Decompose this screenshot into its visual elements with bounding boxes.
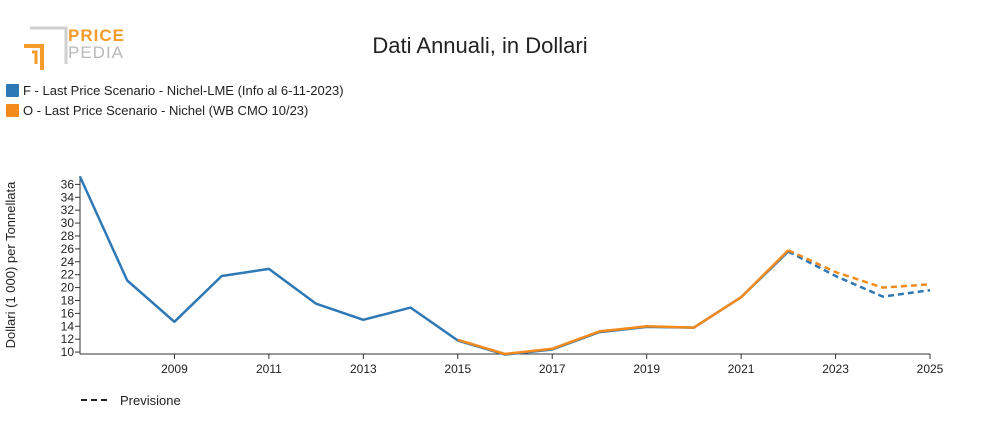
legend-swatch-o [6,103,19,117]
x-tick-label: 2013 [350,362,377,376]
x-tick-label: 2011 [256,362,282,376]
x-tick-label: 2017 [539,362,566,376]
y-tick-label: 26 [61,242,75,256]
y-tick-label: 22 [61,268,75,282]
x-axis: 2009 2011 2013 2015 2017 2019 2021 2023 2025 [80,353,944,376]
logo-text-pedia: PEDIA [68,43,125,62]
x-tick-label: 2009 [161,362,188,376]
x-tick-label: 2023 [822,362,849,376]
x-tick-label: 2021 [728,362,755,376]
series-line-1 [457,249,790,356]
y-tick-label: 32 [61,203,75,217]
x-tick-label: 2015 [444,362,471,376]
legend-label-f: F - Last Price Scenario - Nichel-LME (In… [23,82,344,98]
legend-item-f[interactable]: F - Last Price Scenario - Nichel-LME (In… [6,80,344,100]
y-tick-label: 14 [61,319,75,333]
series-layer [78,176,931,356]
x-tick-label: 2025 [917,362,944,376]
y-tick-label: 16 [61,306,75,320]
logo-mark-icon [24,26,68,70]
y-tick-label: 12 [61,332,75,346]
legend: F - Last Price Scenario - Nichel-LME (In… [6,80,344,120]
y-tick-label: 34 [61,190,75,204]
y-tick-label: 36 [61,177,75,191]
x-tick-label: 2019 [633,362,660,376]
chart-title: Dati Annuali, in Dollari [372,33,588,58]
y-tick-label: 20 [61,281,75,295]
legend-label-o: O - Last Price Scenario - Nichel (WB CMO… [23,102,309,118]
y-axis-title: Dollari (1 000) per Tonnellata [3,181,18,348]
pricepedia-logo: PRICE PEDIA [20,26,130,72]
y-tick-label: 18 [61,293,75,307]
y-tick-label: 28 [61,229,75,243]
y-tick-label: 10 [61,345,75,359]
legend-swatch-f [6,83,19,97]
y-tick-label: 24 [61,255,75,269]
legend-item-o[interactable]: O - Last Price Scenario - Nichel (WB CMO… [6,100,344,120]
logo-text-price: PRICE [68,26,125,45]
forecast-note: Previsione [81,393,181,408]
y-tick-label: 30 [61,216,75,230]
series-forecast-line-0 [787,250,931,298]
series-forecast-line-1 [787,249,931,289]
forecast-note-label: Previsione [120,393,181,408]
